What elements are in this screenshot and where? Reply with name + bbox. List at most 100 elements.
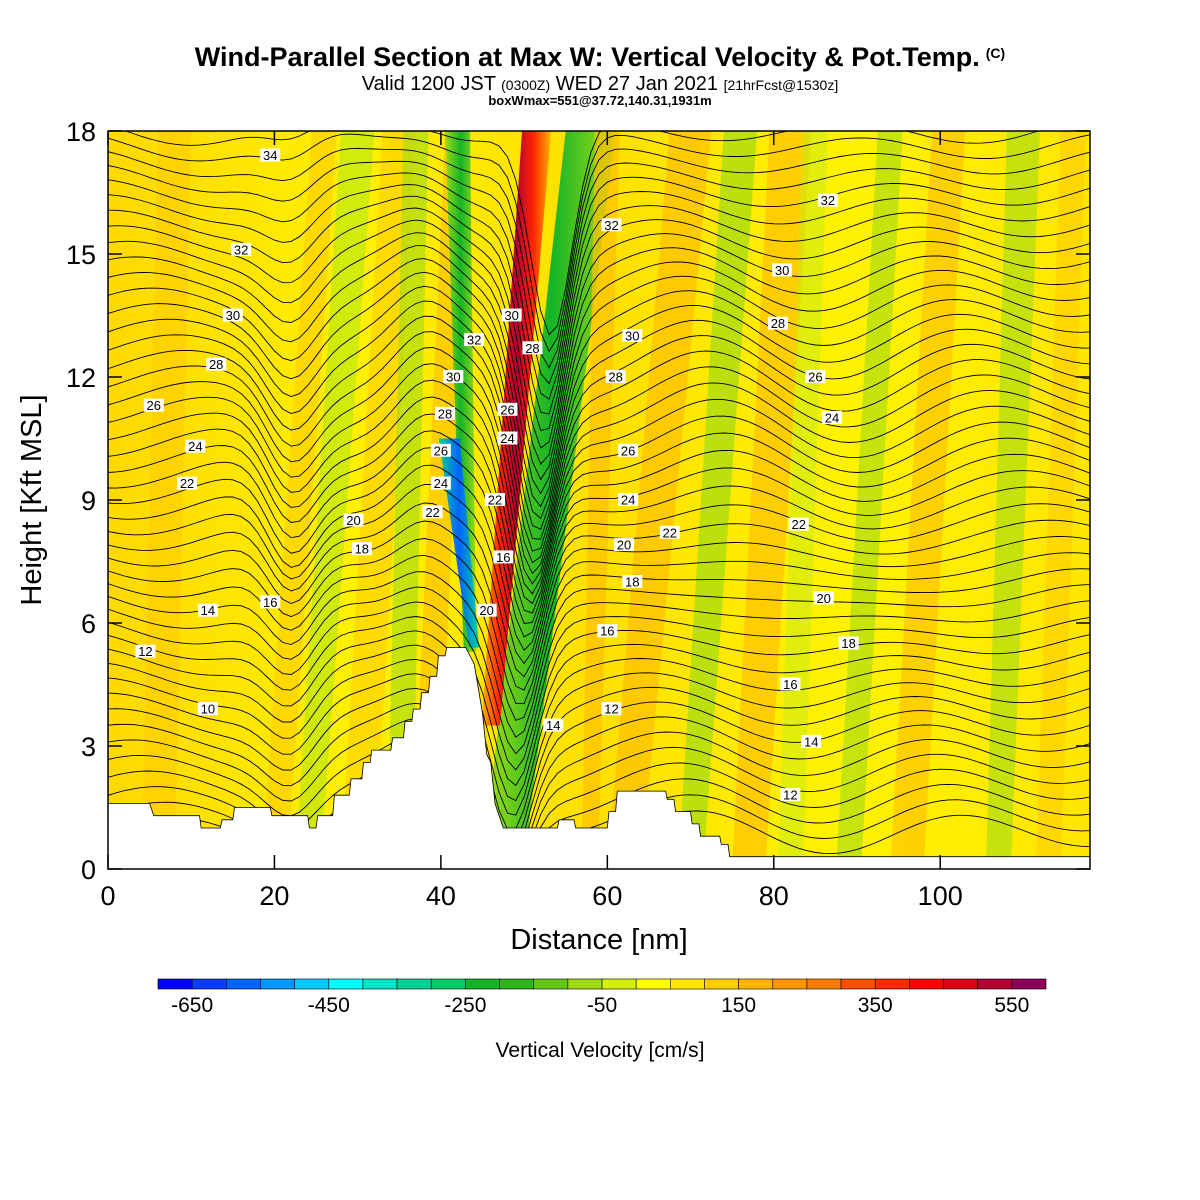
contour-label: 16 <box>263 595 277 610</box>
contour-label: 30 <box>226 308 240 323</box>
contour-label-bg <box>772 263 793 277</box>
theta-contour-line <box>108 232 1090 481</box>
contour-label: 26 <box>808 370 822 385</box>
contour-label: 18 <box>841 636 855 651</box>
theta-contour-line <box>124 131 1040 336</box>
contour-label: 28 <box>525 341 539 356</box>
theta-contour-line <box>108 718 1090 869</box>
theta-contour-line <box>108 285 1090 530</box>
theta-contour-line <box>108 447 1090 638</box>
contour-label: 20 <box>816 591 830 606</box>
chart-title: Wind-Parallel Section at Max W: Vertical… <box>0 42 1200 73</box>
y-tick-label: 15 <box>66 240 96 270</box>
contour-label-bg <box>622 575 643 588</box>
weak-up-band <box>141 131 192 869</box>
colorbar-swatch <box>943 978 978 990</box>
theta-contour-line <box>108 379 1090 595</box>
contour-label: 26 <box>500 402 514 417</box>
contour-label-bg <box>197 603 218 617</box>
x-tick-label: 100 <box>918 881 963 911</box>
contour-label-bg <box>435 406 456 420</box>
colorbar-swatch <box>499 978 534 990</box>
contour-label-bg <box>618 443 639 457</box>
colorbar-swatch <box>1011 978 1047 990</box>
contour-label: 22 <box>488 493 502 508</box>
contour-label-bg <box>430 476 451 490</box>
theta-contour-line <box>108 658 1090 830</box>
weak-down-band <box>836 131 903 869</box>
contour-label-bg <box>197 702 218 716</box>
contour-label-bg <box>177 476 198 490</box>
valid-utc: (0300Z) <box>501 77 551 93</box>
theta-contour-line <box>108 195 1090 432</box>
weak-up-band <box>582 131 620 828</box>
terrain <box>108 647 1090 869</box>
contour-label: 28 <box>771 316 785 331</box>
colorbar-swatch <box>874 978 910 990</box>
contour-label: 22 <box>180 476 194 491</box>
colorbar-tick-label: 150 <box>721 994 756 1017</box>
theta-contour-line <box>108 363 1090 585</box>
contour-label-bg <box>497 431 518 445</box>
contour-label-bg <box>497 402 518 416</box>
colorbar-swatch <box>601 978 637 990</box>
x-tick-label: 40 <box>426 881 456 911</box>
contour-label: 14 <box>804 734 818 749</box>
theta-contours <box>108 131 1090 869</box>
contour-label-bg <box>805 370 826 383</box>
boxwmax-line: boxWmax=551@37.72,140.31,1931m <box>488 93 712 108</box>
theta-contour-line <box>108 484 1090 665</box>
colorbar-swatch <box>294 978 330 990</box>
theta-contour-line <box>108 219 1090 465</box>
contour-label-bg <box>522 341 543 355</box>
contour-label: 14 <box>546 718 560 733</box>
y-tick-label: 6 <box>81 609 96 639</box>
colorbar-tick-label: -50 <box>587 994 617 1017</box>
theta-contour-line <box>108 554 1090 721</box>
contour-label-bg <box>613 538 634 552</box>
contour-label: 32 <box>467 333 481 348</box>
colorbar-tick-label: 350 <box>858 994 893 1017</box>
colorbar-swatch <box>704 978 739 990</box>
theta-contour-line <box>108 347 1090 575</box>
contour-label-bg <box>484 493 505 506</box>
theta-contour-line <box>108 673 1090 845</box>
contour-label-bg <box>601 218 622 232</box>
colorbar-swatch <box>362 978 398 990</box>
theta-contour-line <box>108 571 1090 738</box>
contour-label: 14 <box>201 603 215 618</box>
theta-contour-line <box>108 147 1090 369</box>
colorbar-swatch <box>567 978 603 990</box>
contour-label-bg <box>493 550 514 564</box>
valid-date: WED 27 Jan 2021 <box>555 73 719 95</box>
contour-label-bg <box>231 242 252 256</box>
contour-label: 32 <box>234 242 248 257</box>
contour-label: 30 <box>446 370 460 385</box>
weak-down-band <box>678 131 758 869</box>
contour-label: 24 <box>825 411 839 426</box>
theta-contour-line <box>108 601 1090 771</box>
contour-label-bg <box>780 788 801 802</box>
contour-label: 32 <box>604 218 618 233</box>
contour-label: 16 <box>496 550 510 565</box>
contour-label-bg <box>543 718 564 732</box>
contour-label: 12 <box>138 644 152 659</box>
contour-label-bg <box>430 443 451 457</box>
valid-time-line: Valid 1200 JST (0300Z) WED 27 Jan 2021 [… <box>0 74 1200 95</box>
downdraft-band <box>445 131 477 652</box>
theta-contour-line <box>108 702 1090 869</box>
x-tick-label: 20 <box>259 881 289 911</box>
colorbar-title: Vertical Velocity [cm/s] <box>496 1039 705 1062</box>
colorbar-tick-label: -450 <box>308 994 350 1017</box>
colorbar-swatch <box>533 978 569 990</box>
contour-label: 24 <box>621 493 635 508</box>
theta-contour-line <box>108 630 1090 802</box>
contour-label-bg <box>260 148 281 162</box>
contour-label: 12 <box>604 702 618 717</box>
contour-labels: 10 12 14 16 20 18 22 24 26 28 30 32 34 22 24 26 28 30 32 30… <box>135 148 859 803</box>
contour-label: 20 <box>346 513 360 528</box>
y-tick-label: 18 <box>66 117 96 147</box>
contour-label-bg <box>659 525 680 539</box>
contour-label: 34 <box>263 148 277 163</box>
colorbar-swatch <box>635 978 671 990</box>
